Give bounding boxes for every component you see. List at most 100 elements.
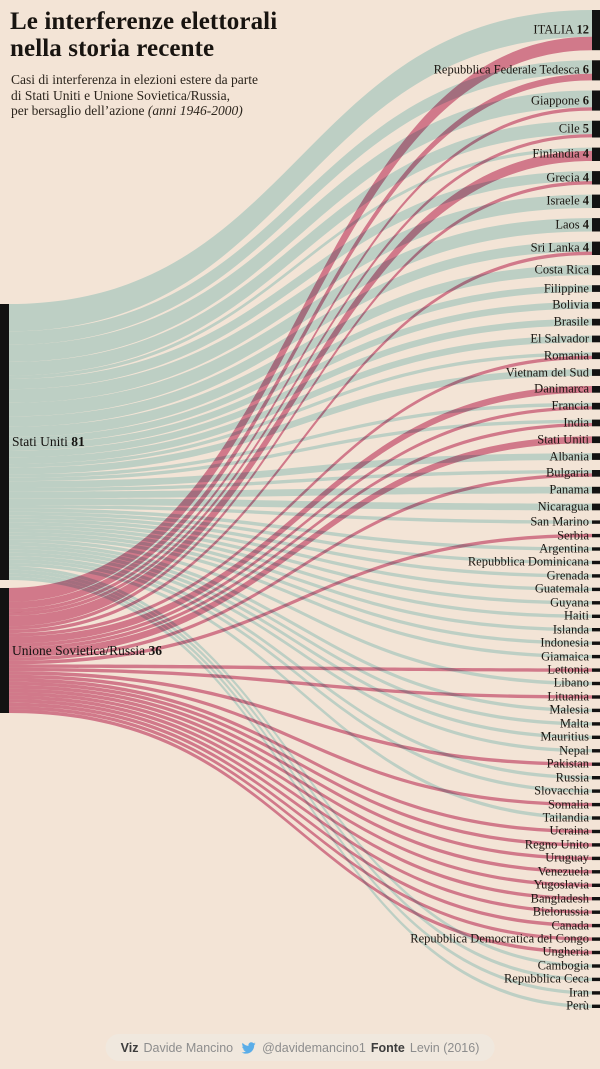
target-node-cambogia xyxy=(592,964,600,968)
flow-us-indonesia xyxy=(9,532,592,645)
source-node-unione-sovietica-russia xyxy=(0,588,9,713)
flow-us-libano xyxy=(9,539,592,686)
target-node-guatemala xyxy=(592,587,600,592)
target-node-costa-rica xyxy=(592,265,600,276)
target-node-laos xyxy=(592,218,600,232)
target-node-vietnam-del-sud xyxy=(592,369,600,376)
flow-su-uruguay xyxy=(9,685,592,860)
twitter-handle[interactable]: @davidemancino1 xyxy=(262,1040,366,1055)
flow-us-india xyxy=(9,419,592,482)
flow-su-india xyxy=(9,423,592,651)
flow-su-repubblica-democratica-del-congo xyxy=(9,706,592,941)
flow-us-tailandia xyxy=(9,563,592,820)
flow-us-romania xyxy=(9,352,592,468)
target-node-regno-unito xyxy=(592,843,600,847)
viz-author: Davide Mancino xyxy=(143,1040,234,1055)
flow-su-sri-lanka xyxy=(9,251,592,634)
flow-su-italia xyxy=(9,36,592,602)
source-value: Levin (2016) xyxy=(409,1040,480,1055)
target-node-somalia xyxy=(592,802,600,807)
flow-us-malta xyxy=(9,545,592,726)
target-node-serbia xyxy=(592,533,600,538)
flow-us-finlandia xyxy=(9,147,592,379)
credits-pill: Viz Davide Mancino @davidemancino1 Fonte… xyxy=(105,1034,495,1061)
flow-us-haiti xyxy=(9,525,592,618)
flow-us-giamaica xyxy=(9,535,592,659)
target-node-finlandia xyxy=(592,147,600,161)
target-node-mauritius xyxy=(592,735,600,739)
flow-us-guatemala xyxy=(9,518,592,591)
flow-su-venezuela xyxy=(9,688,592,874)
target-node-pakistan xyxy=(592,762,600,766)
flow-us-israele xyxy=(9,194,592,403)
target-node-uruguay xyxy=(592,856,600,861)
target-node-nicaragua xyxy=(592,503,600,511)
flow-su-canada xyxy=(9,702,592,928)
flow-us-malesia xyxy=(9,542,592,713)
page-title: Le interferenze elettorali nella storia r… xyxy=(10,8,278,62)
target-node-brasile xyxy=(592,318,600,326)
target-node-ungheria xyxy=(592,950,600,955)
flow-us-nepal xyxy=(9,552,592,753)
target-node-giamaica xyxy=(592,654,600,659)
target-node-russia xyxy=(592,776,600,780)
target-node-san-marino xyxy=(592,520,600,524)
flow-su-bangladesh xyxy=(9,695,592,901)
flow-su-ungheria xyxy=(9,709,592,955)
target-node-stati-uniti xyxy=(592,436,600,444)
flow-su-danimarca xyxy=(9,386,592,644)
target-node-guyana xyxy=(592,601,600,605)
target-node-repubblica-democratica-del-congo xyxy=(592,937,600,941)
target-node-lituania xyxy=(592,695,600,699)
target-node-iran xyxy=(592,991,600,995)
target-node-tailandia xyxy=(592,816,600,820)
flow-su-yugoslavia xyxy=(9,692,592,887)
flow-us-filippine xyxy=(9,285,592,444)
flow-us-nicaragua xyxy=(9,498,592,511)
target-node-argentina xyxy=(592,547,600,551)
flow-su-regno-unito xyxy=(9,681,592,847)
flow-su-finlandia xyxy=(9,150,592,627)
target-node-islanda xyxy=(592,628,600,632)
flow-su-giappone xyxy=(9,107,592,613)
target-node-grecia xyxy=(592,171,600,185)
flow-su-grecia xyxy=(9,181,592,630)
flow-us-repubblica-ceca xyxy=(9,569,592,982)
twitter-bird-icon[interactable] xyxy=(242,1041,257,1055)
target-node-lettonia xyxy=(592,668,600,672)
target-node-danimarca xyxy=(592,386,600,393)
target-node-ucraina xyxy=(592,829,600,834)
target-node-sri-lanka xyxy=(592,241,600,255)
flow-us-vietnam-del-sud xyxy=(9,369,592,475)
target-node-panama xyxy=(592,486,600,494)
target-node-albania xyxy=(592,453,600,460)
flow-su-bielorussia xyxy=(9,699,592,914)
flow-su-francia xyxy=(9,406,592,647)
target-node-bulgaria xyxy=(592,470,600,477)
flow-us-cambogia xyxy=(9,566,592,968)
flow-us-repubblica-federale-tedesca xyxy=(9,60,592,345)
target-node-repubblica-federale-tedesca xyxy=(592,60,600,81)
flow-us-giappone xyxy=(9,90,592,362)
target-node-bielorussia xyxy=(592,910,600,914)
flow-su-repubblica-federale-tedesca xyxy=(9,73,592,609)
target-node-el-salvador xyxy=(592,335,600,343)
target-node-giappone xyxy=(592,90,600,111)
flow-us-costa-rica xyxy=(9,265,592,437)
target-node-cile xyxy=(592,120,600,138)
target-node-francia xyxy=(592,402,600,410)
flow-us-mauritius xyxy=(9,549,592,739)
target-node-repubblica-dominicana xyxy=(592,560,600,565)
flow-su-lettonia xyxy=(9,664,592,672)
flow-us-guyana xyxy=(9,522,592,605)
target-node-venezuela xyxy=(592,870,600,874)
flow-su-stati-uniti xyxy=(9,436,592,658)
flow-us-cile xyxy=(9,120,592,376)
flow-us-sri-lanka xyxy=(9,241,592,427)
flow-su-ucraina xyxy=(9,678,592,834)
source-label: Fonte xyxy=(370,1040,405,1055)
flow-us-islanda xyxy=(9,528,592,632)
flow-su-cile xyxy=(9,134,592,616)
target-node-indonesia xyxy=(592,641,600,645)
